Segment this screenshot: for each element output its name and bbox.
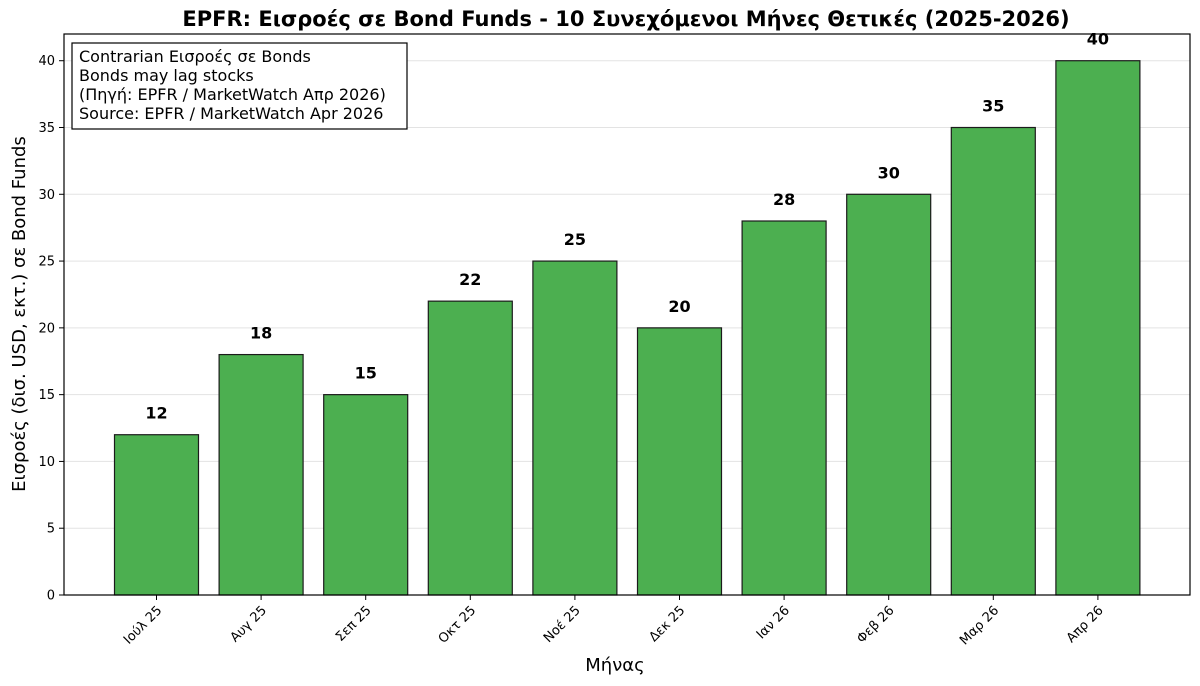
bar (323, 394, 409, 596)
annotation-frame (71, 42, 408, 130)
bar-value-label: 12 (145, 404, 167, 423)
bar-value-label: 28 (773, 190, 795, 209)
y-tick-label: 20 (38, 321, 55, 336)
annotation-line-4: Source: EPFR / MarketWatch Apr 2026 (79, 104, 383, 123)
annotation-box: Contrarian Εισροές σε Bonds Bonds may la… (71, 42, 408, 130)
annotation-line-1: Contrarian Εισροές σε Bonds (79, 47, 311, 66)
x-axis-ticks: Ιούλ 25 Αυγ 25 Σεπ 25 Οκτ 25 Νοέ 25 Δεκ 25 Ιαν… (121, 595, 1107, 648)
y-tick-label: 35 (38, 121, 55, 136)
y-tick-label: 0 (47, 589, 55, 604)
bar (741, 220, 827, 596)
bar-value-label: 20 (668, 297, 690, 316)
y-tick-label: 25 (38, 255, 55, 270)
bar (950, 126, 1036, 596)
bar (846, 193, 932, 596)
annotation-line-3: (Πηγή: EPFR / MarketWatch Απρ 2026) (79, 85, 386, 104)
y-tick-label: 5 (47, 522, 55, 537)
bar-value-label: 35 (982, 97, 1004, 116)
y-axis-ticks: 0 5 10 15 20 25 30 35 40 (38, 54, 64, 604)
x-tick-label: Σεπ 25 (333, 603, 375, 645)
y-axis-label: Εισροές (δισ. USD, εκτ.) σε Bond Funds (9, 136, 30, 492)
x-tick-label: Μαρ 26 (957, 603, 1002, 648)
plot-area (63, 33, 1191, 596)
bar-value-label: 25 (564, 230, 586, 249)
bar (1055, 60, 1141, 596)
chart-title: EPFR: Εισροές σε Bond Funds - 10 Συνεχόμ… (182, 7, 1069, 31)
bar (532, 260, 618, 596)
bars (113, 60, 1141, 596)
x-tick-label: Δεκ 25 (646, 603, 688, 645)
x-tick-label: Απρ 26 (1064, 603, 1107, 646)
x-tick-label: Νοέ 25 (541, 603, 584, 646)
bar-value-label: 18 (250, 324, 272, 343)
y-tick-label: 10 (38, 455, 55, 470)
bar-value-label: 40 (1087, 30, 1109, 49)
annotation-line-2: Bonds may lag stocks (79, 66, 254, 85)
x-tick-label: Ιαν 26 (754, 603, 793, 642)
bar (218, 353, 304, 596)
bar (427, 300, 513, 596)
bar (636, 327, 723, 596)
x-tick-label: Αυγ 25 (228, 603, 270, 645)
x-tick-label: Ιούλ 25 (121, 603, 165, 647)
bar-value-label: 15 (355, 364, 377, 383)
bar-value-label: 22 (459, 270, 481, 289)
bar-value-label: 30 (878, 163, 900, 182)
y-tick-label: 15 (38, 388, 55, 403)
x-axis-label: Μήνας (585, 655, 644, 676)
bar (113, 434, 200, 596)
x-tick-label: Φεβ 26 (854, 603, 897, 646)
x-tick-label: Οκτ 25 (436, 603, 479, 646)
data-labels: 12 18 15 22 25 20 28 30 35 40 (145, 30, 1109, 423)
y-tick-label: 40 (38, 54, 55, 69)
y-tick-label: 30 (38, 188, 55, 203)
